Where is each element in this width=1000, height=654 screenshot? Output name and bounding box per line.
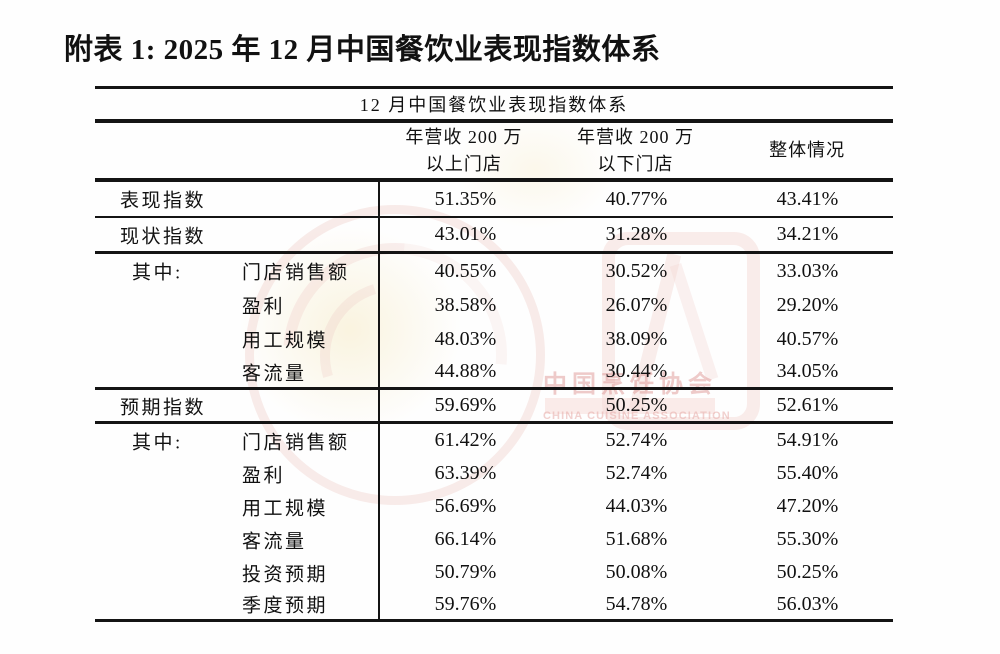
- cell-value: 43.01%: [378, 218, 551, 251]
- table-row: 盈利 38.58% 26.07% 29.20%: [95, 288, 893, 322]
- cell-value: 38.09%: [605, 327, 668, 350]
- row-label: 其中:: [132, 262, 183, 284]
- cell-value: 47.20%: [776, 495, 839, 517]
- cell-value: 30.52%: [605, 259, 668, 282]
- cell-value: 44.88%: [378, 356, 551, 387]
- cell-value: 54.91%: [776, 429, 839, 451]
- row-label: 表现指数: [120, 190, 207, 212]
- table-row: 投资预期 50.79% 50.08% 50.25%: [95, 556, 893, 589]
- cell-value: 63.39%: [378, 457, 551, 490]
- cell-value: 40.55%: [378, 254, 551, 288]
- row-sub-label: 季度预期: [242, 595, 329, 617]
- table-caption: 12 月中国餐饮业表现指数体系: [95, 86, 893, 123]
- column-header-above-2m: 年营收 200 万 以上门店: [405, 126, 523, 174]
- cell-value: 34.05%: [776, 360, 839, 382]
- cell-value: 29.20%: [776, 293, 839, 316]
- cell-value: 61.42%: [378, 424, 551, 457]
- table-row: 用工规模 56.69% 44.03% 47.20%: [95, 490, 893, 523]
- cell-value: 50.25%: [605, 394, 668, 416]
- cell-value: 50.08%: [605, 561, 668, 583]
- row-label: 其中:: [132, 432, 183, 453]
- row-sub-label: 用工规模: [242, 330, 329, 352]
- row-sub-label: 用工规模: [242, 498, 329, 519]
- cell-value: 66.14%: [378, 523, 551, 556]
- table-row: 盈利 63.39% 52.74% 55.40%: [95, 457, 893, 490]
- cell-value: 52.74%: [605, 462, 668, 484]
- row-label: 现状指数: [120, 226, 207, 247]
- table-row: 其中: 门店销售额 40.55% 30.52% 33.03%: [95, 254, 893, 288]
- cell-value: 31.28%: [605, 223, 668, 245]
- cell-value: 43.41%: [776, 187, 839, 210]
- row-sub-label: 投资预期: [242, 564, 329, 585]
- cell-value: 26.07%: [605, 293, 668, 316]
- row-sub-label: 门店销售额: [242, 262, 350, 284]
- cell-value: 59.76%: [378, 589, 551, 619]
- cell-value: 50.79%: [378, 556, 551, 589]
- cell-value: 34.21%: [776, 223, 839, 245]
- cell-value: 40.57%: [776, 327, 839, 350]
- page-title: 附表 1: 2025 年 12 月中国餐饮业表现指数体系: [64, 34, 661, 66]
- cell-value: 51.35%: [378, 182, 551, 216]
- row-sub-label: 盈利: [242, 465, 286, 486]
- table-row: 现状指数 43.01% 31.28% 34.21%: [95, 218, 893, 254]
- table-row: 其中: 门店销售额 61.42% 52.74% 54.91%: [95, 424, 893, 457]
- cell-value: 52.74%: [605, 429, 668, 451]
- row-sub-label: 盈利: [242, 296, 286, 318]
- column-header-overall: 整体情况: [769, 140, 846, 160]
- index-table: 12 月中国餐饮业表现指数体系 年营收 200 万 以上门店 年营收 200 万…: [95, 86, 893, 622]
- cell-value: 30.44%: [605, 360, 668, 382]
- cell-value: 56.03%: [776, 592, 839, 615]
- cell-value: 59.69%: [378, 390, 551, 421]
- table-row: 客流量 44.88% 30.44% 34.05%: [95, 356, 893, 390]
- cell-value: 38.58%: [378, 288, 551, 322]
- cell-value: 51.68%: [605, 528, 668, 550]
- cell-value: 48.03%: [378, 322, 551, 356]
- table-row: 用工规模 48.03% 38.09% 40.57%: [95, 322, 893, 356]
- cell-value: 56.69%: [378, 490, 551, 523]
- cell-value: 54.78%: [605, 592, 668, 615]
- cell-value: 44.03%: [605, 495, 668, 517]
- row-sub-label: 门店销售额: [242, 432, 350, 453]
- cell-value: 33.03%: [776, 259, 839, 282]
- row-label: 预期指数: [120, 397, 207, 418]
- table-row: 预期指数 59.69% 50.25% 52.61%: [95, 390, 893, 424]
- cell-value: 50.25%: [776, 561, 839, 583]
- row-sub-label: 客流量: [242, 363, 307, 384]
- table-row: 客流量 66.14% 51.68% 55.30%: [95, 523, 893, 556]
- cell-value: 40.77%: [605, 187, 668, 210]
- header-label-spacer: [95, 123, 378, 178]
- table-row: 季度预期 59.76% 54.78% 56.03%: [95, 589, 893, 622]
- table-row: 表现指数 51.35% 40.77% 43.41%: [95, 182, 893, 218]
- cell-value: 52.61%: [776, 394, 839, 416]
- cell-value: 55.30%: [776, 528, 839, 550]
- column-header-below-2m: 年营收 200 万 以下门店: [577, 126, 694, 174]
- cell-value: 55.40%: [776, 462, 839, 484]
- table-header-row: 年营收 200 万 以上门店 年营收 200 万 以下门店 整体情况: [95, 123, 893, 182]
- row-sub-label: 客流量: [242, 531, 307, 552]
